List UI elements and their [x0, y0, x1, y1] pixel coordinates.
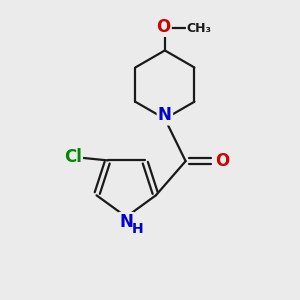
Text: O: O — [156, 18, 170, 36]
Text: N: N — [158, 106, 172, 124]
Text: H: H — [132, 222, 143, 236]
Text: CH₃: CH₃ — [187, 22, 211, 34]
Text: O: O — [215, 152, 229, 170]
Text: N: N — [119, 213, 133, 231]
Text: Cl: Cl — [64, 148, 82, 166]
